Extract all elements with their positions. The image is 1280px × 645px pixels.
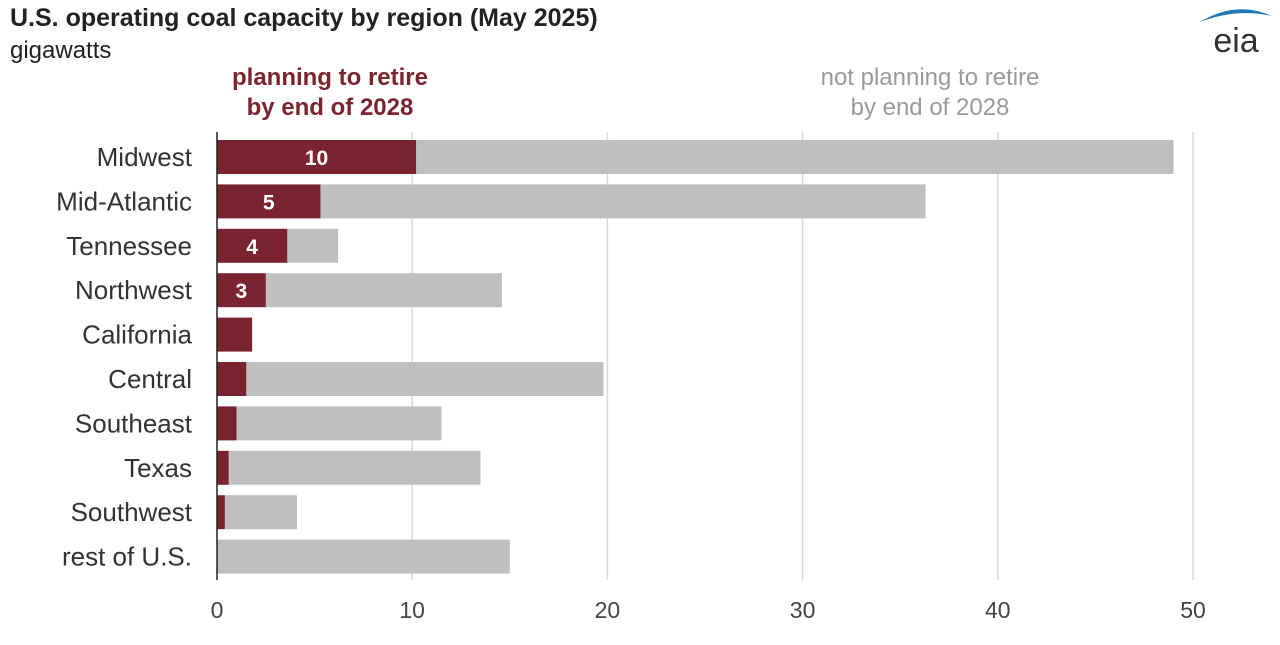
bar-keep-southwest [224,495,298,530]
category-label-southeast: Southeast [75,408,193,438]
eia-logo-text: eia [1213,22,1258,60]
bar-keep-texas [228,450,481,485]
data-label-northwest: 3 [236,280,248,303]
x-tick-label-30: 30 [790,597,816,623]
legend-keep-line2: by end of 2028 [850,94,1010,121]
bar-retire-central [217,362,247,396]
legend-retire-line1: planning to retire [231,64,428,91]
bar-keep-midwest [416,140,1174,174]
chart-title: U.S. operating coal capacity by region (… [10,4,598,32]
eia-logo: eia [1200,9,1272,60]
category-label-central: Central [108,364,192,394]
legend-keep: not planning to retire by end of 2028 [770,63,1090,123]
legend-retire: planning to retire by end of 2028 [180,63,480,123]
bar-retire-tennessee [217,228,288,263]
bar-retire-midwest [217,140,417,174]
legend-keep-line1: not planning to retire [820,64,1040,91]
category-label-tennessee: Tennessee [66,231,192,261]
bar-retire-northwest [217,273,266,308]
bar-retire-mid-atlantic [217,184,321,219]
bar-keep-northwest [265,273,502,308]
chart-subtitle: gigawatts [10,37,112,64]
bar-keep-mid-atlantic [320,184,926,219]
category-label-california: California [82,320,192,350]
x-tick-label-10: 10 [399,597,425,623]
x-tick-label-50: 50 [1180,597,1206,623]
bar-retire-california [217,317,253,352]
legend-retire-line2: by end of 2028 [246,94,414,121]
category-label-mid-atlantic: Mid-Atlantic [56,186,192,216]
eia-logo-swoosh [1200,9,1272,22]
data-label-mid-atlantic: 5 [263,191,275,214]
x-tick-label-0: 0 [211,597,224,623]
data-label-tennessee: 4 [246,236,258,259]
bar-keep-rest-of-u-s [217,539,510,574]
bar-keep-central [246,362,604,396]
x-tick-label-20: 20 [595,597,621,623]
category-label-rest-of-u-s: rest of U.S. [62,542,192,572]
x-tick-label-40: 40 [985,597,1011,623]
bar-keep-tennessee [287,228,339,263]
bar-retire-texas [217,450,229,485]
data-label-midwest: 10 [305,147,328,170]
category-label-southwest: Southwest [71,497,193,527]
category-label-texas: Texas [124,453,192,483]
bar-retire-southeast [217,406,237,441]
category-label-midwest: Midwest [97,142,193,172]
category-label-northwest: Northwest [75,275,193,305]
bar-retire-southwest [217,495,225,530]
bar-keep-southeast [236,406,442,441]
